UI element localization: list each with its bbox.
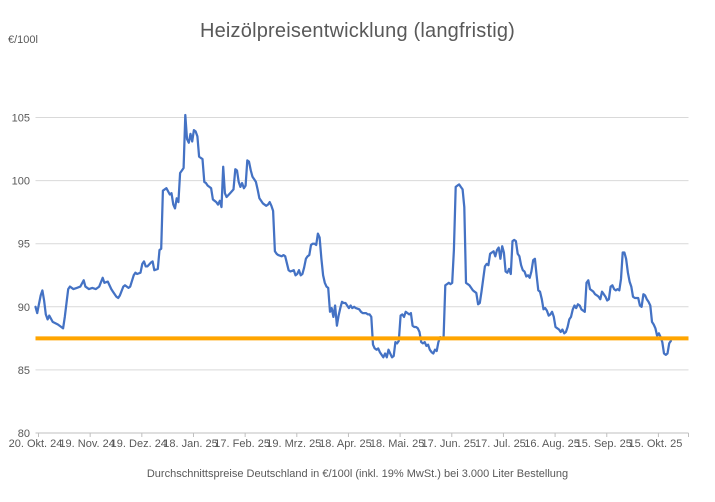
x-tick-label: 18. Apr. 25 [319,438,372,450]
y-tick-label: 90 [18,302,30,314]
y-tick-label: 85 [18,365,30,377]
y-axis-unit-label: €/100l [8,34,38,46]
y-tick-label: 95 [18,239,30,251]
x-tick-label: 15. Okt. 25 [629,438,683,450]
x-tick-label: 19. Nov. 24 [59,438,114,450]
y-tick-label: 105 [12,113,30,125]
x-tick-label: 17. Feb. 25 [214,438,270,450]
x-tick-label: 17. Jul. 25 [475,438,526,450]
x-tick-label: 18. Mai. 25 [370,438,424,450]
x-tick-label: 17. Jun. 25 [422,438,476,450]
x-tick-label: 16. Aug. 25 [524,438,580,450]
x-tick-label: 15. Sep. 25 [576,438,632,450]
price-line-series [34,113,673,359]
chart-caption: Durchschnittspreise Deutschland in €/100… [146,468,569,480]
y-tick-label: 80 [18,428,30,440]
x-tick-label: 20. Okt. 24 [9,438,63,450]
x-tick-label: 19. Mrz. 25 [266,438,321,450]
y-tick-label: 100 [12,176,30,188]
page-title: Heizölpreisentwicklung (langfristig) [199,20,516,42]
x-tick-label: 18. Jan. 25 [163,438,217,450]
x-tick-label: 19. Dez. 24 [111,438,167,450]
